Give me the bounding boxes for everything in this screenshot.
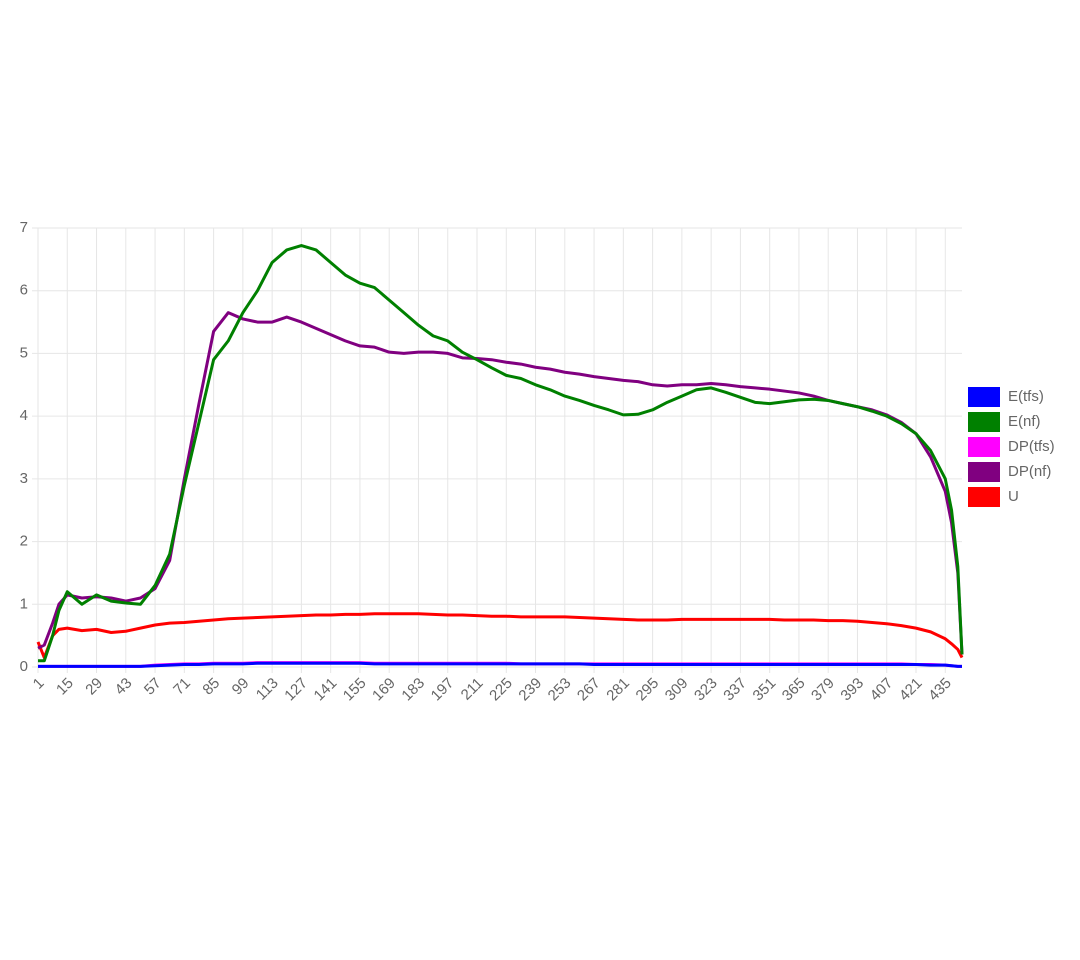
x-tick-label: 155 — [340, 675, 370, 705]
series-line — [38, 661, 962, 668]
y-tick-label: 0 — [20, 658, 28, 675]
legend-swatch — [968, 387, 1000, 407]
x-tick-label: 253 — [545, 675, 575, 705]
x-tick-label: 197 — [428, 675, 458, 705]
x-tick-label: 15 — [53, 675, 77, 699]
x-tick-label: 225 — [486, 675, 516, 705]
y-tick-label: 5 — [20, 344, 28, 361]
x-tick-label: 379 — [808, 675, 838, 705]
y-tick-label: 7 — [20, 219, 28, 236]
x-tick-label: 323 — [691, 675, 721, 705]
x-tick-label: 1 — [30, 675, 48, 693]
y-tick-label: 2 — [20, 533, 28, 550]
x-tick-label: 183 — [398, 675, 428, 705]
x-tick-label: 113 — [253, 675, 282, 704]
legend-swatch — [968, 412, 1000, 432]
x-tick-label: 71 — [170, 675, 194, 699]
y-tick-label: 3 — [20, 470, 28, 487]
x-tick-label: 99 — [229, 675, 253, 699]
x-tick-label: 281 — [603, 675, 633, 705]
legend-swatch — [968, 462, 1000, 482]
x-tick-label: 29 — [82, 675, 106, 699]
y-tick-label: 6 — [20, 282, 28, 299]
legend-label: E(tfs) — [1008, 388, 1044, 405]
x-tick-label: 57 — [141, 675, 165, 699]
x-tick-label: 85 — [199, 675, 223, 699]
x-tick-label: 43 — [112, 675, 136, 699]
x-tick-label: 239 — [515, 675, 545, 705]
y-tick-label: 4 — [20, 407, 28, 424]
legend-label: E(nf) — [1008, 413, 1041, 430]
x-tick-label: 309 — [662, 675, 692, 705]
series-line — [36, 612, 964, 660]
x-tick-label: 351 — [750, 675, 780, 705]
y-tick-label: 1 — [20, 595, 28, 612]
legend-swatch — [968, 487, 1000, 507]
legend-label: DP(nf) — [1008, 463, 1051, 480]
legend-swatch — [968, 437, 1000, 457]
x-tick-label: 295 — [633, 675, 663, 705]
x-tick-label: 267 — [574, 675, 604, 705]
series-line — [38, 244, 964, 663]
series-line — [37, 311, 964, 655]
x-tick-label: 365 — [779, 675, 809, 705]
x-tick-label: 169 — [369, 675, 399, 705]
x-tick-label: 421 — [896, 675, 926, 705]
x-tick-label: 141 — [311, 675, 341, 705]
x-tick-label: 211 — [458, 675, 487, 704]
x-tick-label: 127 — [281, 675, 311, 705]
x-tick-label: 435 — [925, 675, 955, 705]
x-tick-label: 393 — [837, 675, 867, 705]
legend-label: U — [1008, 488, 1019, 505]
x-tick-label: 407 — [867, 675, 897, 705]
x-tick-label: 337 — [720, 675, 750, 705]
legend-label: DP(tfs) — [1008, 438, 1055, 455]
